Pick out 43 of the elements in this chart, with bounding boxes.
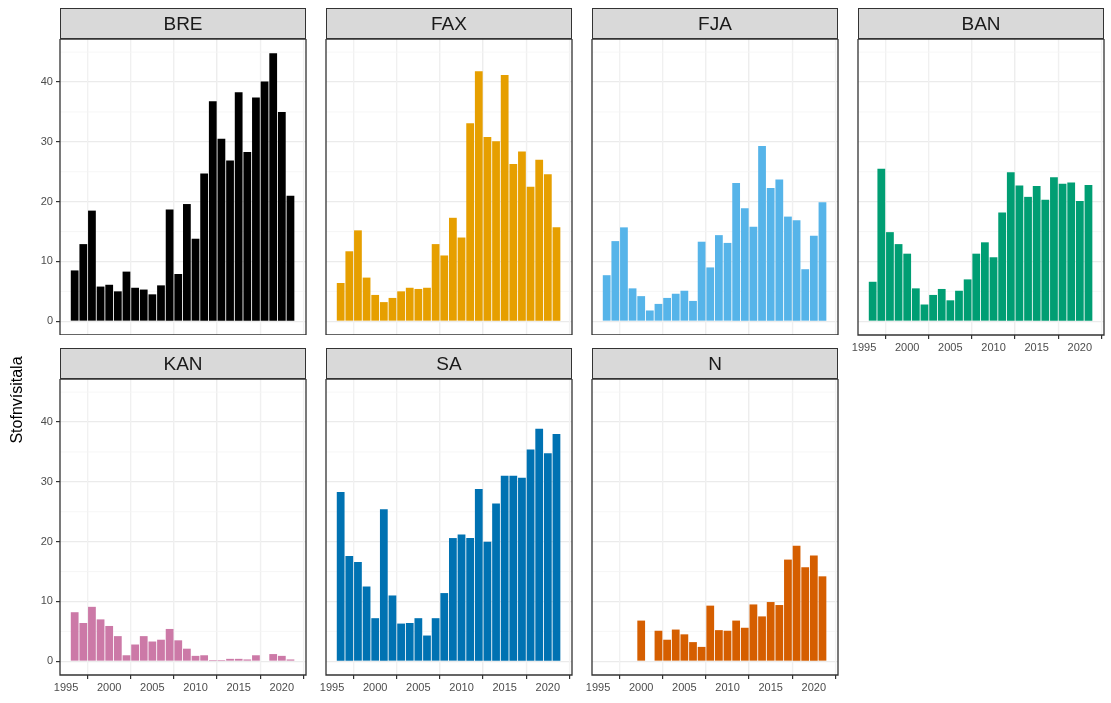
- y-axis-title: Stofnvísitala: [8, 356, 26, 444]
- x-tick-label: 2020: [801, 680, 827, 693]
- x-tick-label: 2015: [758, 680, 783, 693]
- x-tick-label: 2000: [628, 680, 654, 693]
- chart-title: FJA: [592, 8, 838, 39]
- y-tick-label: 0: [46, 654, 53, 667]
- x-tick-label: 2000: [362, 680, 388, 693]
- x-tick-label: 2005: [672, 680, 697, 693]
- x-tick-label: 2015: [1024, 340, 1049, 353]
- x-tick-label: 2005: [938, 340, 963, 353]
- x-tick-label: 2005: [140, 680, 165, 693]
- x-tick-label: 2000: [96, 680, 122, 693]
- x-tick-label: 1995: [585, 680, 611, 693]
- y-tick-label: 20: [40, 194, 53, 207]
- chart-title: BAN: [858, 8, 1104, 39]
- x-tick-label: 2010: [449, 680, 474, 693]
- x-tick-label: 2015: [492, 680, 517, 693]
- x-tick-label: 2010: [715, 680, 740, 693]
- bar: [637, 620, 646, 661]
- y-tick-label: 0: [46, 314, 53, 327]
- x-tick-label: 2010: [981, 340, 1006, 353]
- x-tick-label: 2010: [183, 680, 208, 693]
- x-tick-label: 1995: [319, 680, 345, 693]
- x-tick-label: 2020: [269, 680, 295, 693]
- y-tick-label: 40: [40, 75, 53, 88]
- chart-title: N: [592, 348, 838, 379]
- y-tick-label: 10: [40, 254, 53, 267]
- y-tick-label: 30: [40, 134, 53, 147]
- y-tick-label: 30: [40, 474, 53, 487]
- x-tick-label: 2015: [226, 680, 251, 693]
- chart-title: FAX: [326, 8, 572, 39]
- x-tick-label: 1995: [851, 340, 877, 353]
- chart-title: BRE: [60, 8, 306, 39]
- x-tick-label: 2020: [535, 680, 561, 693]
- y-tick-label: 20: [40, 534, 53, 547]
- x-tick-label: 1995: [53, 680, 79, 693]
- chart-title: KAN: [60, 348, 306, 379]
- x-tick-label: 2000: [894, 340, 920, 353]
- y-tick-label: 40: [40, 415, 53, 428]
- chart-title: SA: [326, 348, 572, 379]
- x-tick-label: 2020: [1067, 340, 1093, 353]
- y-tick-label: 10: [40, 594, 53, 607]
- x-tick-label: 2005: [406, 680, 431, 693]
